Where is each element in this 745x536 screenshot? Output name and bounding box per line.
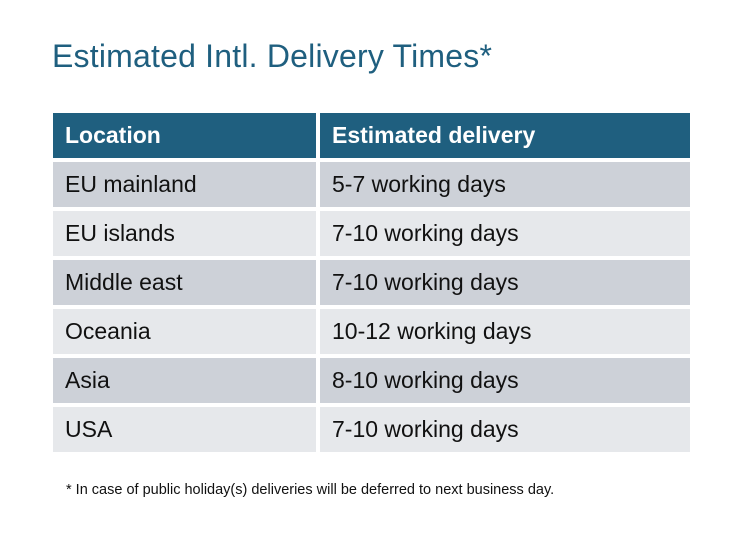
location-cell: EU islands bbox=[53, 211, 316, 256]
page-title: Estimated Intl. Delivery Times* bbox=[52, 38, 493, 74]
delivery-cell: 10-12 working days bbox=[320, 309, 690, 354]
table-row: Asia 8-10 working days bbox=[53, 358, 690, 403]
delivery-times-table: Location Estimated delivery EU mainland … bbox=[49, 109, 694, 456]
footnote: * In case of public holiday(s) deliverie… bbox=[66, 482, 555, 498]
location-cell: USA bbox=[53, 407, 316, 452]
location-cell: Asia bbox=[53, 358, 316, 403]
table-header-row: Location Estimated delivery bbox=[53, 113, 690, 158]
delivery-cell: 8-10 working days bbox=[320, 358, 690, 403]
location-cell: Oceania bbox=[53, 309, 316, 354]
delivery-cell: 7-10 working days bbox=[320, 407, 690, 452]
table-row: EU islands 7-10 working days bbox=[53, 211, 690, 256]
table-row: EU mainland 5-7 working days bbox=[53, 162, 690, 207]
table-row: Oceania 10-12 working days bbox=[53, 309, 690, 354]
location-cell: Middle east bbox=[53, 260, 316, 305]
column-header-estimated-delivery: Estimated delivery bbox=[320, 113, 690, 158]
table-row: Middle east 7-10 working days bbox=[53, 260, 690, 305]
location-cell: EU mainland bbox=[53, 162, 316, 207]
delivery-cell: 5-7 working days bbox=[320, 162, 690, 207]
delivery-cell: 7-10 working days bbox=[320, 260, 690, 305]
delivery-cell: 7-10 working days bbox=[320, 211, 690, 256]
table-row: USA 7-10 working days bbox=[53, 407, 690, 452]
column-header-location: Location bbox=[53, 113, 316, 158]
